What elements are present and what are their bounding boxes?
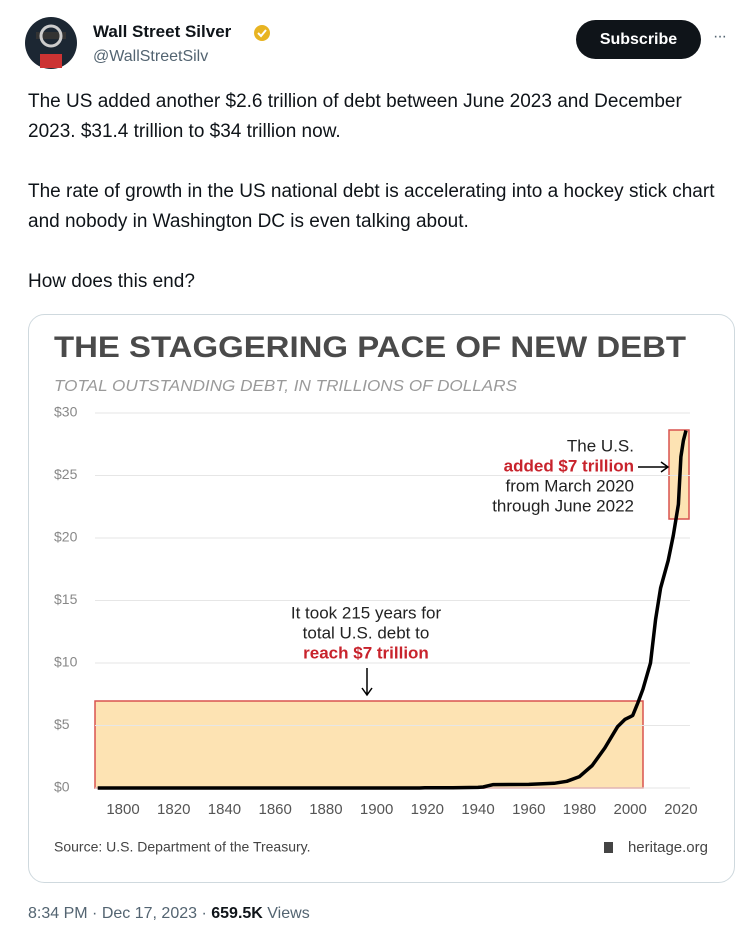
author-handle[interactable]: @WallStreetSilv	[93, 48, 209, 65]
x-tick-label: 1920	[411, 801, 444, 818]
y-tick-label: $30	[54, 404, 78, 420]
annotation: total U.S. debt to	[303, 623, 430, 642]
chart-title: THE STAGGERING PACE OF NEW DEBT	[54, 331, 686, 364]
y-tick-label: $0	[54, 779, 70, 795]
source: Source: U.S. Department of the Treasury.	[54, 839, 311, 855]
annotation: It took 215 years for	[291, 603, 442, 622]
debt-line	[97, 430, 688, 790]
separator: ·	[201, 905, 207, 922]
y-tick-label: $25	[54, 466, 78, 482]
x-tick-label: 1820	[157, 801, 190, 818]
verified-badge	[254, 25, 270, 41]
x-tick-label: 1980	[563, 801, 596, 818]
arrow	[638, 461, 670, 473]
x-tick-label: 2020	[664, 801, 697, 818]
separator: ·	[92, 905, 98, 922]
tweet-text: The US added another $2.6 trillion of de…	[28, 87, 728, 327]
y-tick-label: $20	[54, 529, 78, 545]
x-tick-label: 1900	[360, 801, 393, 818]
x-tick-label: 1880	[309, 801, 342, 818]
avatar[interactable]	[25, 17, 77, 69]
annotation: through June 2022	[492, 496, 634, 515]
y-tick-label: $5	[54, 716, 70, 732]
subscribe-button[interactable]: Subscribe	[576, 20, 701, 59]
annotation: added $7 trillion	[504, 456, 634, 475]
more-button[interactable]: ···	[713, 28, 727, 45]
chart-subtitle: TOTAL OUTSTANDING DEBT, IN TRILLIONS OF …	[54, 378, 517, 395]
paragraph: The US added another $2.6 trillion of de…	[28, 91, 682, 142]
paragraph: How does this end?	[28, 271, 195, 292]
highlight-box	[94, 700, 644, 789]
x-tick-label: 1800	[106, 801, 139, 818]
arrow	[361, 668, 373, 697]
x-tick-label: 1840	[208, 801, 241, 818]
views-label: Views	[267, 905, 310, 922]
avatar-suit	[40, 54, 62, 68]
annotation: The U.S.	[567, 436, 634, 455]
x-tick-label: 1940	[461, 801, 494, 818]
views-count: 659.5K	[211, 905, 263, 922]
annotation: from March 2020	[506, 476, 635, 495]
credit-icon	[604, 842, 613, 853]
badge-check	[257, 29, 267, 38]
paragraph: The rate of growth in the US national de…	[28, 181, 715, 232]
x-tick-label: 1960	[512, 801, 545, 818]
avatar-hair	[39, 24, 63, 48]
tweet-meta: 8:34 PM · Dec 17, 2023 · 659.5K Views	[28, 905, 310, 923]
y-tick-label: $10	[54, 654, 78, 670]
annotation: reach $7 trillion	[303, 643, 429, 662]
author-name[interactable]: Wall Street Silver	[93, 22, 232, 41]
date[interactable]: Dec 17, 2023	[101, 905, 198, 922]
time[interactable]: 8:34 PM	[28, 905, 88, 922]
x-tick-label: 2000	[614, 801, 647, 818]
avatar-glasses	[36, 32, 66, 39]
x-tick-label: 1860	[258, 801, 291, 818]
credit: heritage.org	[628, 839, 708, 856]
y-tick-label: $15	[54, 591, 78, 607]
